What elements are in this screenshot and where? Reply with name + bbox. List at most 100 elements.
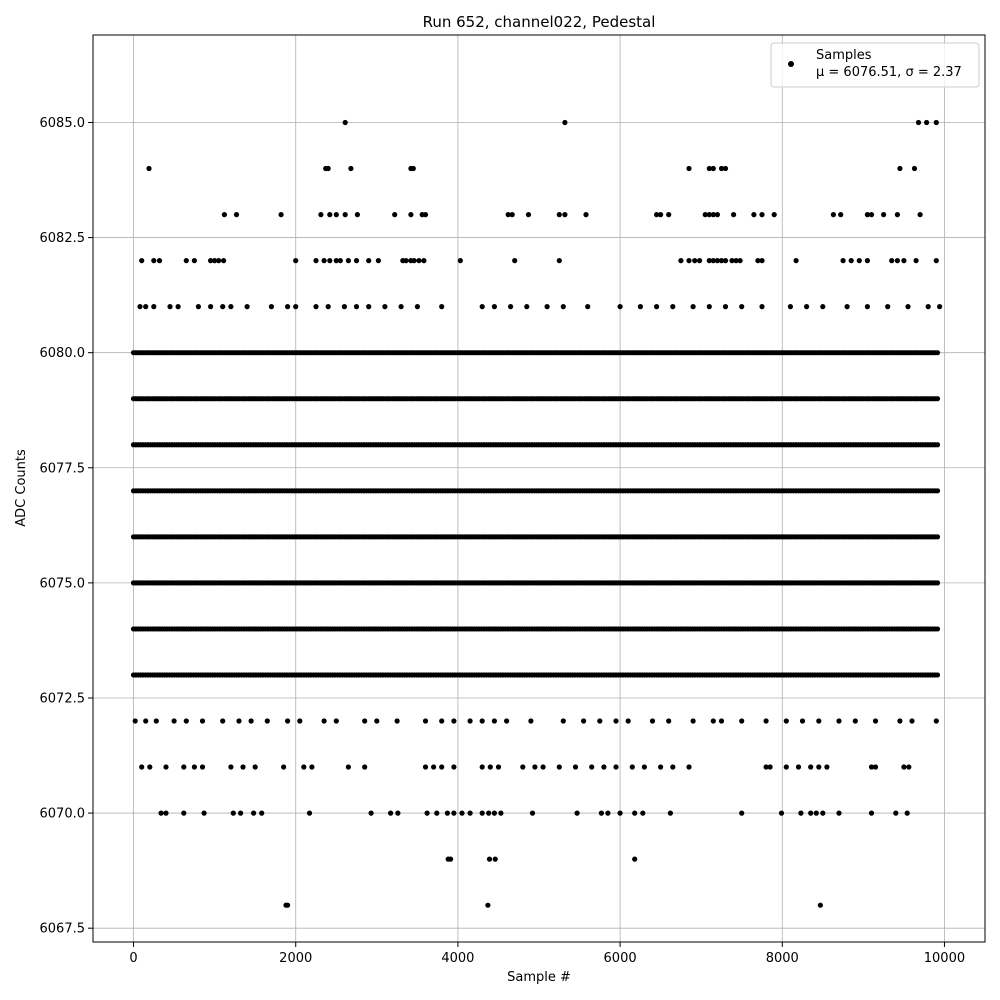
data-point xyxy=(808,764,814,770)
data-point xyxy=(325,304,331,310)
data-point xyxy=(836,810,842,816)
data-point xyxy=(830,212,837,218)
plot-frame xyxy=(92,34,986,943)
data-point xyxy=(924,119,930,126)
data-point xyxy=(398,304,404,310)
data-point xyxy=(509,212,515,218)
data-point xyxy=(706,304,712,310)
data-point xyxy=(933,258,939,264)
data-point xyxy=(718,718,725,724)
data-point xyxy=(285,304,291,310)
data-point xyxy=(562,119,568,126)
data-point xyxy=(933,119,939,126)
data-point xyxy=(479,304,485,310)
data-point xyxy=(894,212,901,218)
data-point xyxy=(485,902,491,908)
data-point xyxy=(804,304,810,310)
data-point xyxy=(183,718,189,724)
data-point xyxy=(366,258,372,264)
data-point xyxy=(216,258,222,264)
data-point xyxy=(362,764,368,770)
data-points xyxy=(130,119,943,908)
data-point xyxy=(171,718,177,724)
data-point xyxy=(654,304,660,310)
data-point xyxy=(137,304,143,310)
data-point xyxy=(532,764,538,770)
data-point xyxy=(491,810,497,816)
data-point xyxy=(183,258,189,264)
data-point xyxy=(195,304,201,310)
data-point xyxy=(424,810,430,816)
data-point xyxy=(710,212,716,218)
data-point xyxy=(434,810,440,816)
data-point xyxy=(840,258,846,264)
dense-point-row xyxy=(130,488,941,494)
data-point xyxy=(641,764,648,770)
data-point xyxy=(637,304,644,310)
data-point xyxy=(143,718,149,724)
data-point xyxy=(467,718,473,724)
data-point xyxy=(697,258,703,264)
data-point xyxy=(751,212,757,218)
data-point xyxy=(901,258,907,264)
data-point xyxy=(771,212,777,218)
data-point xyxy=(872,718,879,724)
dense-point-row xyxy=(130,350,941,356)
data-point xyxy=(297,718,303,724)
data-point xyxy=(327,258,333,264)
data-point xyxy=(306,810,313,816)
data-point xyxy=(199,764,206,770)
data-point xyxy=(353,304,360,310)
y-tick-label: 6080.0 xyxy=(40,346,86,361)
data-point xyxy=(327,212,333,218)
legend-box xyxy=(770,42,980,88)
data-point xyxy=(411,258,417,264)
data-point xyxy=(706,258,712,264)
data-point xyxy=(934,626,941,632)
data-point xyxy=(881,212,887,218)
data-point xyxy=(617,810,623,816)
y-tick-label: 6082.5 xyxy=(40,231,86,246)
data-point xyxy=(487,764,493,770)
data-point xyxy=(889,258,895,264)
data-point xyxy=(739,718,745,724)
x-tick-label: 4000 xyxy=(441,951,474,966)
x-tick-label: 10000 xyxy=(924,951,965,966)
data-point xyxy=(808,810,814,816)
y-tick-label: 6077.5 xyxy=(40,461,86,476)
data-point xyxy=(690,718,696,724)
data-point xyxy=(208,258,214,264)
data-point xyxy=(906,764,912,770)
data-point xyxy=(309,764,315,770)
data-point xyxy=(467,810,473,816)
data-point xyxy=(416,258,422,264)
data-point xyxy=(897,718,903,724)
data-point xyxy=(783,718,789,724)
data-point xyxy=(667,810,674,816)
data-point xyxy=(904,810,910,816)
data-point xyxy=(181,764,187,770)
data-point xyxy=(439,304,445,310)
data-point xyxy=(625,718,631,724)
data-point xyxy=(354,212,360,218)
data-point xyxy=(714,258,721,264)
data-point xyxy=(366,304,372,310)
data-point xyxy=(649,718,656,724)
data-point xyxy=(208,304,214,310)
data-point xyxy=(313,304,319,310)
data-point xyxy=(848,258,854,264)
data-point xyxy=(613,764,619,770)
data-point xyxy=(285,902,291,908)
data-point xyxy=(864,304,871,310)
data-point xyxy=(905,304,911,310)
data-point xyxy=(388,810,394,816)
data-point xyxy=(589,764,595,770)
dense-point-row xyxy=(130,396,941,402)
data-point xyxy=(439,718,445,724)
data-point xyxy=(640,810,646,816)
x-tick-label: 8000 xyxy=(766,951,799,966)
data-point xyxy=(422,212,429,218)
x-tick-label: 6000 xyxy=(604,951,637,966)
data-point xyxy=(281,764,287,770)
